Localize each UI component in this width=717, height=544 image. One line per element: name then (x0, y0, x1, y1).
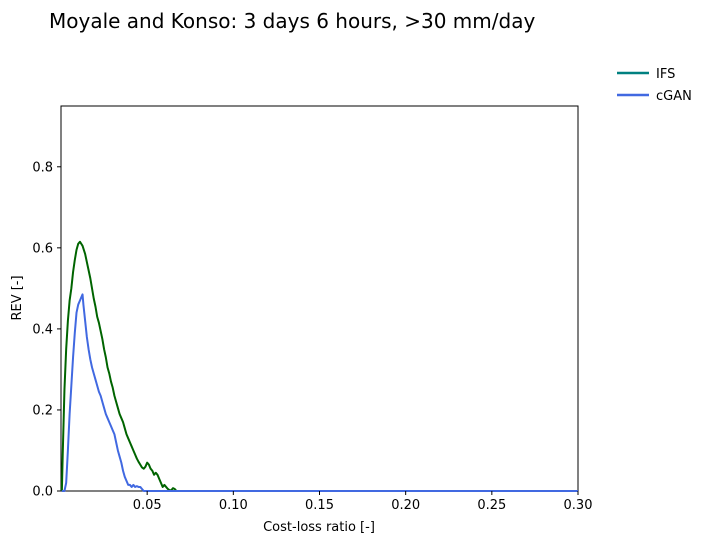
y-axis-label: REV [-] (10, 275, 25, 320)
x-axis-label: Cost-loss ratio [-] (263, 520, 375, 535)
x-tick-label: 0.20 (391, 498, 420, 513)
y-tick-label: 0.6 (32, 241, 53, 256)
y-tick-label: 0.4 (32, 322, 53, 337)
x-tick-label: 0.10 (219, 498, 248, 513)
y-tick-label: 0.0 (32, 485, 53, 500)
series-line-cgan (61, 293, 578, 492)
x-tick-label: 0.25 (477, 498, 506, 513)
axes-frame (60, 105, 579, 492)
series-line-ifs (60, 240, 578, 492)
y-axis: 0.0 0.2 0.4 0.6 0.8 (32, 160, 61, 500)
x-tick-label: 0.15 (305, 498, 334, 513)
y-tick-label: 0.8 (32, 160, 53, 175)
legend: IFS cGAN (617, 67, 692, 104)
legend-label-ifs: IFS (656, 67, 675, 82)
y-tick-label: 0.2 (32, 403, 53, 418)
x-axis: 0.05 0.10 0.15 0.20 0.25 0.30 (133, 491, 593, 513)
x-tick-label: 0.30 (564, 498, 593, 513)
x-tick-label: 0.05 (133, 498, 162, 513)
chart-title: Moyale and Konso: 3 days 6 hours, >30 mm… (49, 9, 535, 33)
legend-label-cgan: cGAN (656, 89, 692, 104)
series-layer (60, 240, 578, 492)
plot-area: 0.05 0.10 0.15 0.20 0.25 0.30 0.0 0.2 0.4 0.6 0.8 (32, 105, 593, 513)
